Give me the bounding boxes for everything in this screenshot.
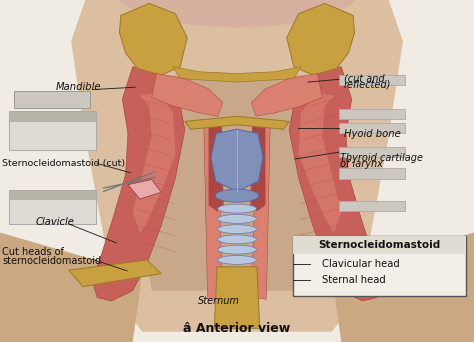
Text: Sternocleidomastoid (cut): Sternocleidomastoid (cut) bbox=[2, 159, 126, 168]
Polygon shape bbox=[133, 92, 175, 233]
Polygon shape bbox=[92, 67, 185, 301]
Polygon shape bbox=[185, 116, 289, 129]
Polygon shape bbox=[128, 180, 161, 199]
Bar bbox=[9, 190, 96, 224]
Polygon shape bbox=[252, 121, 270, 299]
Bar bbox=[9, 190, 96, 200]
Text: Sternocleidomastoid: Sternocleidomastoid bbox=[319, 240, 440, 250]
Bar bbox=[339, 109, 405, 119]
Polygon shape bbox=[204, 121, 222, 299]
Bar bbox=[293, 236, 466, 296]
Ellipse shape bbox=[218, 255, 256, 264]
Text: â Anterior view: â Anterior view bbox=[183, 322, 291, 335]
Polygon shape bbox=[0, 233, 142, 342]
Bar bbox=[293, 236, 466, 254]
Polygon shape bbox=[313, 260, 405, 287]
Polygon shape bbox=[133, 75, 341, 291]
Bar bbox=[339, 168, 405, 179]
Bar bbox=[339, 75, 405, 85]
Bar bbox=[339, 201, 405, 211]
Polygon shape bbox=[299, 92, 341, 233]
Text: Sternal head: Sternal head bbox=[322, 275, 386, 286]
Polygon shape bbox=[152, 74, 223, 116]
Text: of larynx: of larynx bbox=[340, 159, 383, 169]
Polygon shape bbox=[209, 118, 224, 211]
Bar bbox=[9, 111, 96, 150]
Text: reflected): reflected) bbox=[344, 80, 392, 90]
Ellipse shape bbox=[218, 235, 256, 244]
Polygon shape bbox=[332, 233, 474, 342]
Polygon shape bbox=[119, 3, 187, 75]
Bar bbox=[9, 111, 96, 122]
Bar bbox=[339, 147, 405, 157]
Ellipse shape bbox=[218, 204, 256, 213]
Text: (cut and: (cut and bbox=[344, 74, 385, 84]
Bar bbox=[9, 190, 96, 224]
Ellipse shape bbox=[215, 189, 259, 202]
Ellipse shape bbox=[218, 245, 256, 254]
Polygon shape bbox=[173, 67, 301, 82]
Ellipse shape bbox=[218, 225, 256, 234]
Polygon shape bbox=[287, 3, 355, 75]
Text: Clavicle: Clavicle bbox=[36, 216, 74, 227]
Text: Cut heads of: Cut heads of bbox=[2, 247, 64, 258]
Text: Mandible: Mandible bbox=[56, 82, 101, 92]
Ellipse shape bbox=[218, 214, 256, 223]
Polygon shape bbox=[289, 67, 382, 301]
Ellipse shape bbox=[114, 0, 360, 27]
Text: Hyoid bone: Hyoid bone bbox=[344, 129, 401, 139]
Polygon shape bbox=[251, 74, 322, 116]
Polygon shape bbox=[250, 118, 265, 211]
Text: sternocleidomastoid: sternocleidomastoid bbox=[2, 255, 101, 266]
Polygon shape bbox=[71, 0, 403, 332]
Text: Thyroid cartilage: Thyroid cartilage bbox=[340, 153, 423, 163]
Text: Sternum: Sternum bbox=[198, 296, 240, 306]
Polygon shape bbox=[214, 267, 260, 328]
Polygon shape bbox=[211, 129, 263, 192]
Bar bbox=[339, 123, 405, 133]
Polygon shape bbox=[69, 260, 161, 287]
Bar bbox=[9, 111, 96, 150]
Bar bbox=[14, 91, 90, 108]
Text: Clavicular head: Clavicular head bbox=[322, 259, 400, 269]
